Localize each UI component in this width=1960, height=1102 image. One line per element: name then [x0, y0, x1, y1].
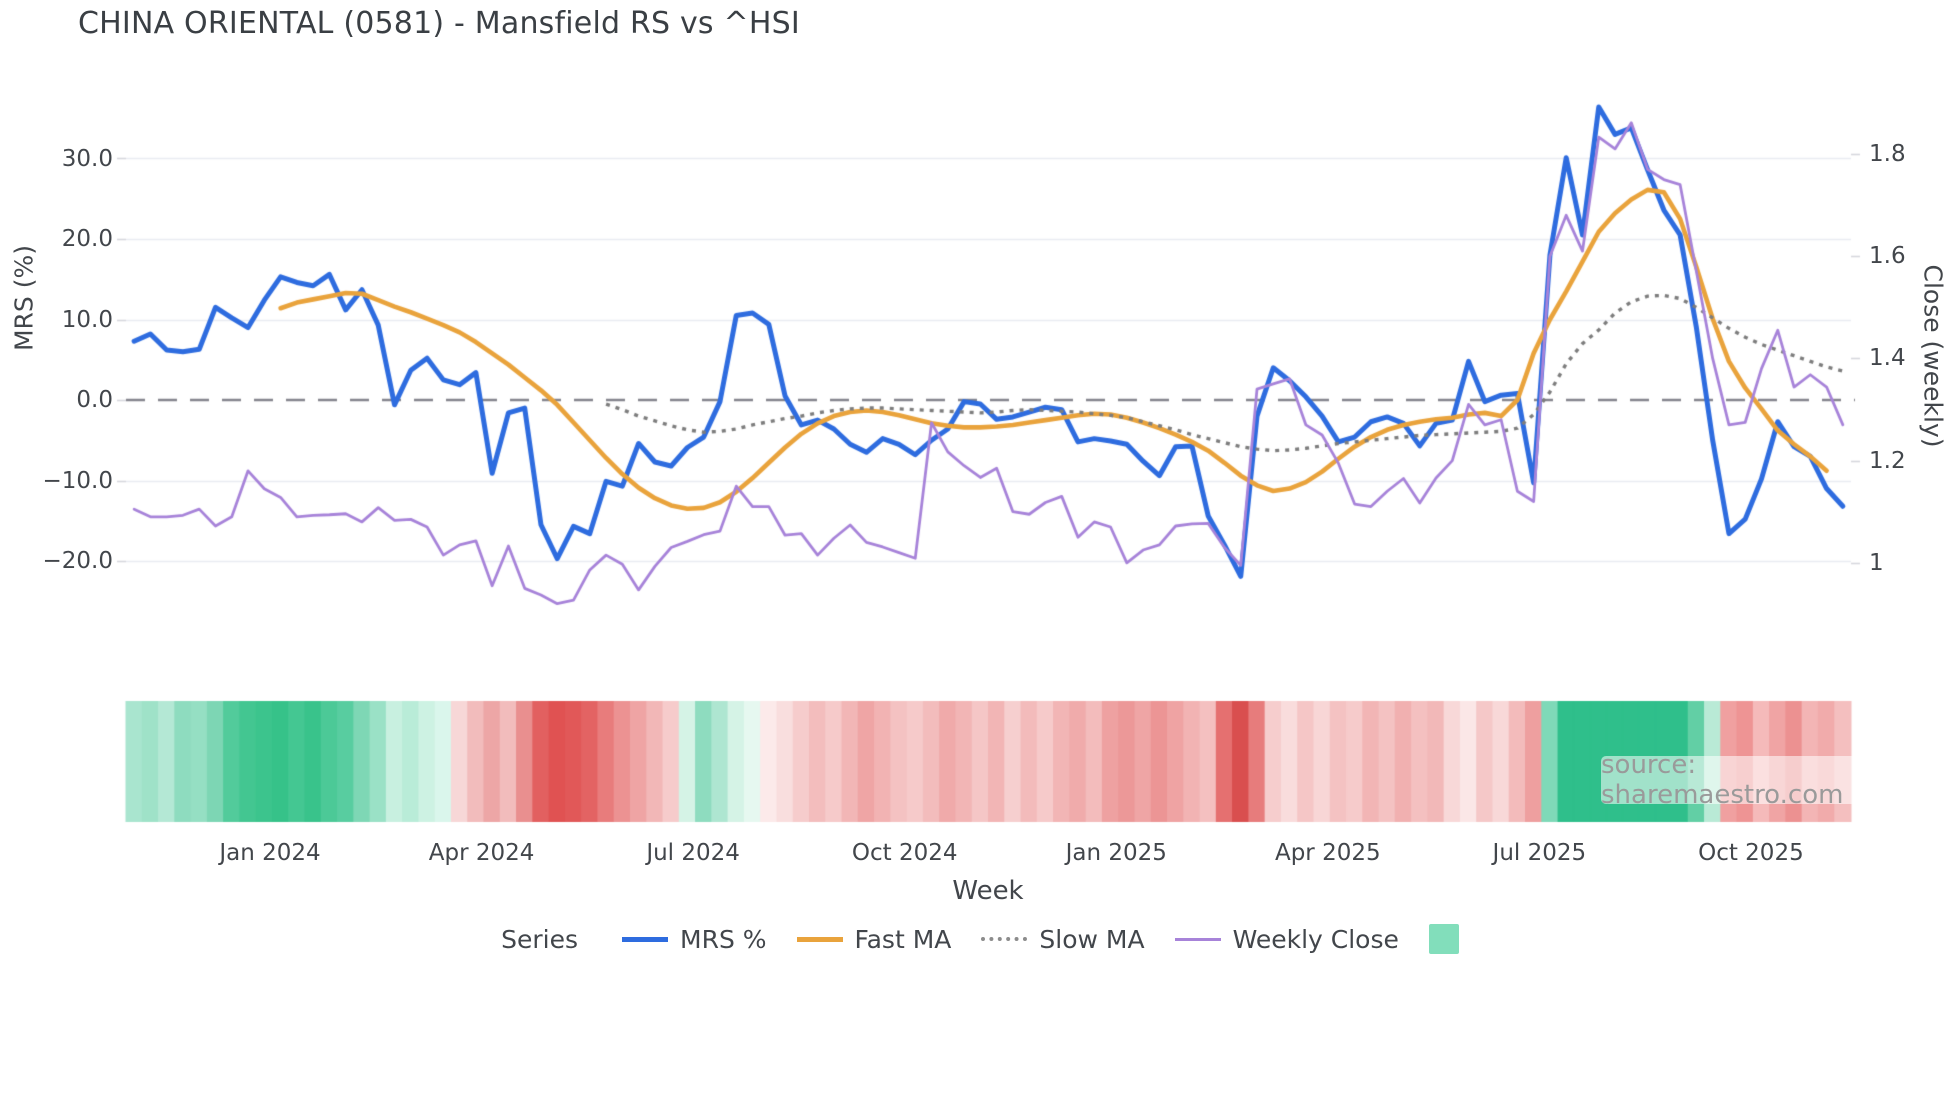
legend-item-label: Fast MA — [854, 924, 952, 954]
y-tick-label-right: 1.2 — [1869, 447, 1906, 474]
x-tick-label: Jul 2025 — [1492, 840, 1587, 866]
y-tick-label-right: 1.6 — [1869, 243, 1906, 270]
y-tick-label-left: −20.0 — [42, 548, 113, 574]
y-tick-label-right: 1 — [1869, 549, 1884, 576]
x-tick-label: Jan 2024 — [219, 840, 321, 866]
x-tick-label: Jul 2024 — [646, 840, 740, 866]
heatmap-swatch-icon — [1428, 924, 1459, 954]
legend-item-label: MRS % — [680, 924, 767, 954]
line-swatch-icon — [796, 936, 843, 942]
legend-item-label: Slow MA — [1039, 924, 1145, 954]
legend-item-fast-ma[interactable]: Fast MA — [796, 924, 952, 954]
y-axis-title-right: Close (weekly) — [1918, 264, 1948, 448]
y-tick-label-left: 20.0 — [61, 226, 113, 252]
y-tick-label-left: 10.0 — [61, 306, 113, 333]
legend: Series MRS % Fast MA Slow MA Weekly Close — [0, 924, 1960, 954]
x-tick-label: Apr 2024 — [428, 840, 535, 866]
y-tick-label-right: 1.4 — [1869, 345, 1906, 372]
y-axis-title-left: MRS (%) — [9, 244, 39, 352]
legend-title: Series — [501, 924, 579, 954]
x-tick-label: Oct 2025 — [1698, 840, 1804, 866]
x-tick-label: Apr 2025 — [1274, 840, 1381, 866]
legend-items: MRS % Fast MA Slow MA Weekly Close — [622, 924, 1459, 954]
legend-item-mrs-[interactable]: MRS % — [622, 925, 767, 954]
y-tick-label-left: −10.0 — [42, 467, 113, 494]
legend-item-slow-ma[interactable]: Slow MA — [981, 924, 1145, 954]
legend-item-weekly-close[interactable]: Weekly Close — [1174, 924, 1399, 954]
y-tick-label-left: 0.0 — [76, 387, 113, 413]
legend-item-heatmap[interactable] — [1428, 924, 1459, 954]
x-axis-title: Week — [952, 876, 1024, 906]
y-tick-label-left: 30.0 — [61, 145, 113, 172]
dotted-line-swatch-icon — [981, 937, 1028, 941]
y-tick-label-right: 1.8 — [1869, 141, 1906, 167]
line-swatch-icon — [1174, 937, 1221, 941]
chart-title: CHINA ORIENTAL (0581) - Mansfield RS vs … — [78, 6, 800, 41]
x-tick-label: Oct 2024 — [851, 840, 958, 866]
x-tick-label: Jan 2025 — [1065, 840, 1167, 866]
line-swatch-icon — [622, 936, 669, 942]
legend-item-label: Weekly Close — [1232, 924, 1399, 954]
watermark: source: sharemaestro.com — [1601, 750, 1945, 810]
